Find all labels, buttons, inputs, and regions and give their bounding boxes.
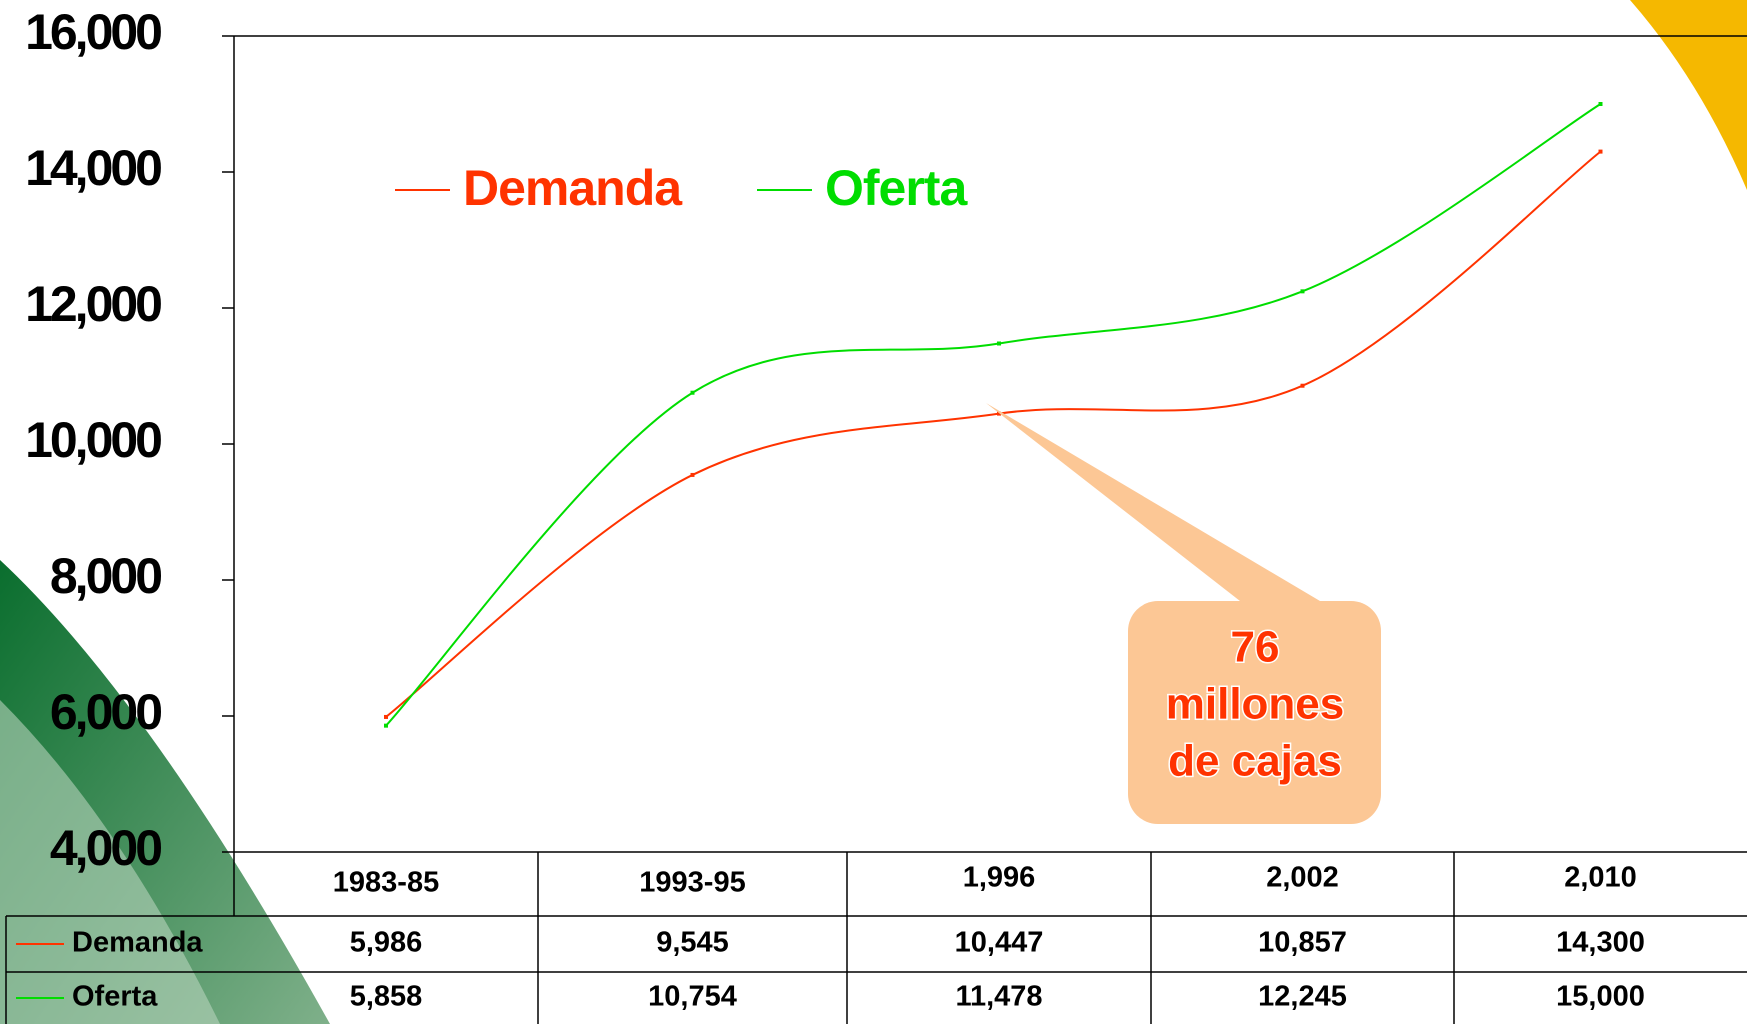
- data-label: 12,245: [1258, 981, 1347, 1013]
- series-line: [385, 103, 1602, 727]
- y-tick-label: 14,000: [25, 140, 161, 196]
- plot: 4,000 6,000 8,000 10,000 12,000 14,000 16,000: [25, 4, 1603, 876]
- legend-label: Oferta: [825, 160, 968, 216]
- point: [690, 472, 695, 477]
- data-label: 9,545: [656, 927, 729, 959]
- data-table: 1983-85 1993-95 1,996 2,002 2,010 Demanda 5,98…: [5, 851, 1747, 1024]
- data-label: 14,300: [1556, 927, 1645, 959]
- x-tick-label: 1,996: [963, 862, 1036, 894]
- point: [997, 411, 1001, 416]
- y-tick-label: 16,000: [25, 4, 161, 60]
- y-tick-label: 8,000: [50, 548, 161, 604]
- data-label: 10,447: [955, 927, 1044, 959]
- annotation-text: de cajas: [1168, 737, 1342, 786]
- y-tick-label: 6,000: [50, 684, 161, 740]
- annotation-text: 76: [1231, 623, 1280, 672]
- legend: Demanda Oferta: [395, 160, 969, 216]
- x-tick-label: 2,002: [1266, 862, 1339, 894]
- data-label: 5,986: [350, 927, 423, 959]
- callout-box: [1128, 601, 1381, 824]
- data-label: 10,857: [1258, 927, 1347, 959]
- point: [1598, 149, 1603, 154]
- point: [1300, 289, 1305, 294]
- decor-corner: [1630, 0, 1747, 190]
- x-tick-label: 1993-95: [639, 867, 745, 899]
- data-label: 10,754: [648, 981, 737, 1013]
- annotation-text: millones: [1166, 680, 1345, 729]
- annotation: 76 millones de cajas: [1164, 621, 1346, 787]
- table-row-label: Demanda: [72, 927, 203, 959]
- point: [1598, 102, 1603, 106]
- x-tick-label: 2,010: [1564, 862, 1637, 894]
- point: [384, 714, 388, 719]
- point: [384, 723, 388, 728]
- point: [1300, 383, 1305, 388]
- series-line: [385, 150, 1602, 718]
- y-tick-label: 10,000: [25, 412, 161, 468]
- data-label: 5,858: [350, 981, 423, 1013]
- point: [690, 390, 695, 395]
- y-tick-label: 12,000: [25, 276, 161, 332]
- table-row-label: Oferta: [72, 981, 158, 1013]
- data-label: 11,478: [955, 981, 1042, 1013]
- data-label: 15,000: [1556, 981, 1645, 1013]
- callout-pointer: [986, 403, 1320, 601]
- y-tick-label: 4,000: [50, 820, 161, 876]
- legend-label: Demanda: [463, 160, 683, 216]
- point: [997, 341, 1001, 346]
- x-tick-label: 1983-85: [333, 867, 439, 899]
